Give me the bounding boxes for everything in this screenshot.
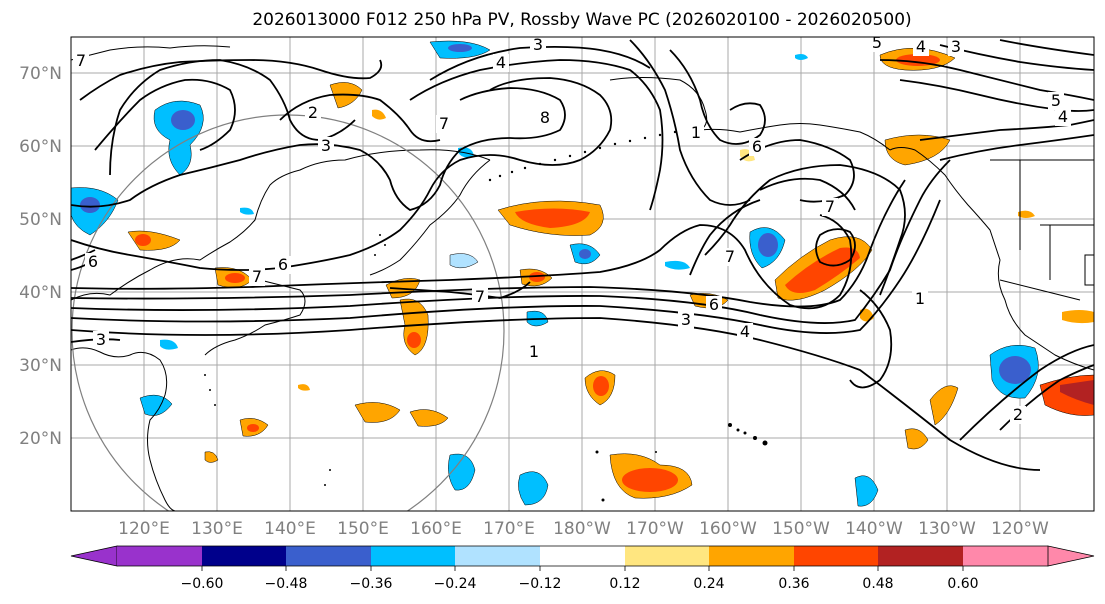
colorbar-segment bbox=[963, 546, 1048, 566]
colorbar-segment bbox=[455, 546, 540, 566]
lon-label: 150°E bbox=[337, 519, 389, 539]
lat-label: 40°N bbox=[19, 283, 62, 303]
colorbar-segment bbox=[117, 546, 202, 566]
contour-label: 7 bbox=[825, 197, 835, 216]
contour-label: 3 bbox=[951, 37, 961, 56]
lat-label: 60°N bbox=[19, 137, 62, 157]
contour-label: 6 bbox=[709, 295, 719, 314]
colorbar-tick-label: 0.24 bbox=[693, 576, 724, 592]
contour-label: 7 bbox=[252, 267, 262, 286]
contour-label: 4 bbox=[496, 53, 506, 72]
colorbar: −0.60 −0.48 −0.36 −0.24 −0.12 0.12 0.24 … bbox=[70, 545, 1095, 592]
contour-label: 3 bbox=[681, 310, 691, 329]
lon-label: 140°E bbox=[264, 519, 316, 539]
contour-labels: 3 4 7 8 2 3 7 6 7 6 3 1 7 6 bbox=[73, 33, 1071, 424]
lat-label: 20°N bbox=[19, 429, 62, 449]
colorbar-tick-label: 0.36 bbox=[778, 576, 809, 592]
colorbar-tick-label: −0.12 bbox=[519, 576, 562, 592]
latitude-labels: 70°N 60°N 50°N 40°N 30°N 20°N bbox=[19, 64, 62, 449]
lon-label: 170°E bbox=[483, 519, 535, 539]
contour-label: 1 bbox=[691, 123, 701, 142]
lat-label: 50°N bbox=[19, 210, 62, 230]
negative-anomalies bbox=[71, 40, 1039, 507]
map-border bbox=[70, 36, 1095, 512]
contour-label: 3 bbox=[533, 35, 543, 54]
colorbar-segment bbox=[371, 546, 455, 566]
contour-label: 4 bbox=[916, 37, 926, 56]
colorbar-tick-label: −0.24 bbox=[434, 576, 477, 592]
contour-label: 1 bbox=[529, 342, 539, 361]
contour-label: 5 bbox=[1051, 91, 1061, 110]
colorbar-tick-label: 0.12 bbox=[609, 576, 640, 592]
colorbar-segment bbox=[202, 546, 286, 566]
contour-label: 7 bbox=[439, 114, 449, 133]
contour-label: 7 bbox=[725, 247, 735, 266]
colorbar-tick-label: −0.60 bbox=[181, 576, 224, 592]
figure-title: 2026013000 F012 250 hPa PV, Rossby Wave … bbox=[252, 10, 911, 30]
contour-label: 6 bbox=[752, 137, 762, 156]
contour-label: 3 bbox=[321, 136, 331, 155]
colorbar-segment bbox=[794, 546, 878, 566]
lon-label: 120°E bbox=[118, 519, 170, 539]
lon-label: 170°W bbox=[626, 519, 684, 539]
lon-label: 150°W bbox=[772, 519, 830, 539]
colorbar-segment bbox=[540, 546, 625, 566]
contour-label: 4 bbox=[1058, 107, 1068, 126]
colorbar-extend-max bbox=[1047, 545, 1095, 567]
contour-label: 2 bbox=[1013, 405, 1023, 424]
contour-label: 5 bbox=[872, 33, 882, 52]
contour-label: 7 bbox=[475, 287, 485, 306]
contour-label: 7 bbox=[76, 51, 86, 70]
colorbar-extend-min bbox=[70, 545, 118, 567]
contour-label: 8 bbox=[540, 108, 550, 127]
lon-label: 180°W bbox=[553, 519, 611, 539]
lon-label: 160°E bbox=[410, 519, 462, 539]
colorbar-segment bbox=[625, 546, 709, 566]
colorbar-tick-label: −0.36 bbox=[350, 576, 393, 592]
lon-label: 160°W bbox=[699, 519, 757, 539]
contour-label: 2 bbox=[308, 103, 318, 122]
contour-label: 6 bbox=[278, 255, 288, 274]
positive-anomalies bbox=[127, 47, 1094, 499]
colorbar-segment bbox=[878, 546, 963, 566]
lon-label: 130°W bbox=[918, 519, 976, 539]
colorbar-tick-label: −0.48 bbox=[265, 576, 308, 592]
colorbar-segment bbox=[286, 546, 371, 566]
colorbar-tick-label: 0.60 bbox=[947, 576, 978, 592]
contour-label: 3 bbox=[96, 330, 106, 349]
longitude-labels: 120°E 130°E 140°E 150°E 160°E 170°E 180°… bbox=[118, 519, 1049, 539]
coastlines bbox=[71, 45, 1094, 511]
contour-label: 4 bbox=[740, 322, 750, 341]
colorbar-segment bbox=[709, 546, 794, 566]
lat-label: 30°N bbox=[19, 356, 62, 376]
lon-label: 120°W bbox=[991, 519, 1049, 539]
lon-label: 140°W bbox=[845, 519, 903, 539]
contour-label: 6 bbox=[88, 252, 98, 271]
lat-label: 70°N bbox=[19, 64, 62, 84]
colorbar-tick-label: 0.48 bbox=[862, 576, 893, 592]
contour-label: 1 bbox=[915, 289, 925, 308]
lon-label: 130°E bbox=[191, 519, 243, 539]
